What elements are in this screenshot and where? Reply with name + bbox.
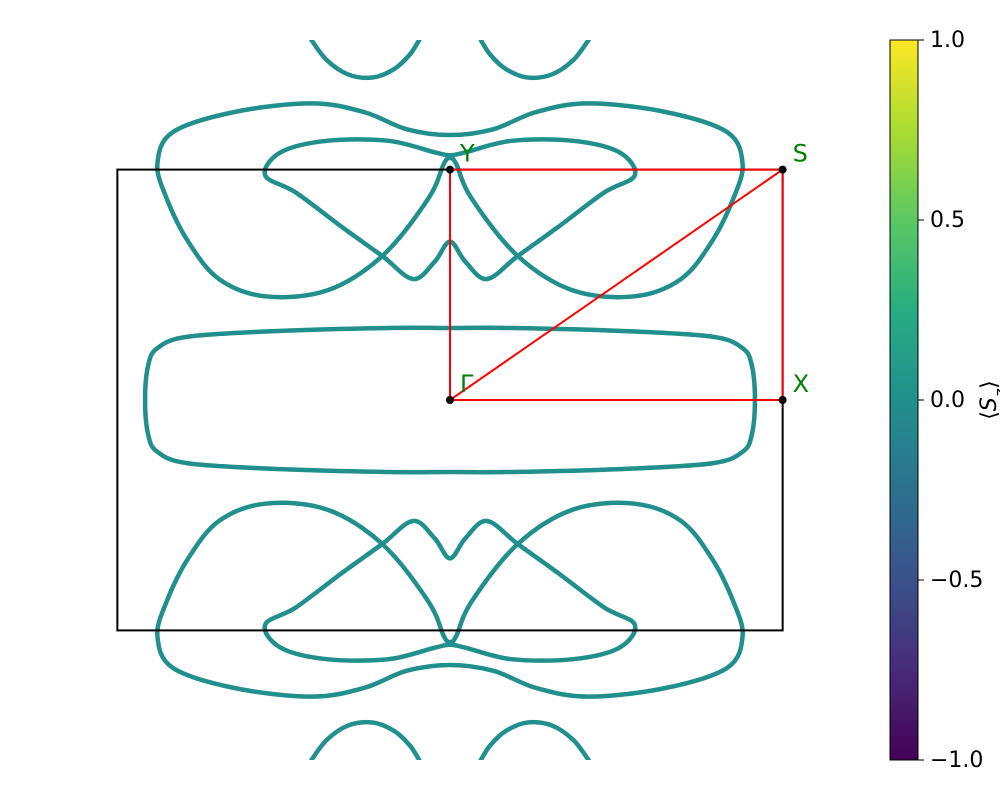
sym-point-Y <box>446 166 454 174</box>
sym-label-X: X <box>793 370 809 398</box>
colorbar-ticks: −1.0 −0.5 0.0 0.5 1.0 <box>918 28 983 773</box>
sym-label-Gamma: Γ <box>460 370 474 398</box>
colorbar-gradient <box>890 40 918 760</box>
sym-point-X <box>779 396 787 404</box>
cbar-tick-label: 1.0 <box>930 28 965 53</box>
sym-point-Gamma <box>446 396 454 404</box>
colorbar: −1.0 −0.5 0.0 0.5 1.0 ⟨Sz⟩ <box>890 28 1000 773</box>
cbar-tick-label: 0.5 <box>930 208 965 233</box>
contour-top-arc-left <box>311 40 419 78</box>
sym-label-Y: Y <box>459 140 475 168</box>
colorbar-title-text: ⟨Sz⟩ <box>977 380 1000 420</box>
cbar-tick-label: 0.0 <box>930 388 965 413</box>
colorbar-title: ⟨Sz⟩ <box>977 380 1000 420</box>
contour-top-arc-right <box>481 40 589 78</box>
cbar-tick-label: −0.5 <box>930 568 983 593</box>
figure-svg: Γ X S Y −1.0 −0.5 0.0 0.5 1.0 ⟨Sz⟩ <box>0 0 1000 800</box>
cbar-tick-label: −1.0 <box>930 748 983 773</box>
contour-lower-outer-lobe <box>157 503 742 697</box>
high-symmetry-path <box>450 170 783 400</box>
fermi-surface-plot: Γ X S Y <box>117 40 809 760</box>
sym-label-S: S <box>793 140 808 168</box>
contour-bottom-arc-left <box>311 722 419 760</box>
contour-bottom-arc-right <box>481 722 589 760</box>
path-segment <box>450 170 783 400</box>
sym-point-S <box>779 166 787 174</box>
figure-root: Γ X S Y −1.0 −0.5 0.0 0.5 1.0 ⟨Sz⟩ <box>0 0 1000 800</box>
